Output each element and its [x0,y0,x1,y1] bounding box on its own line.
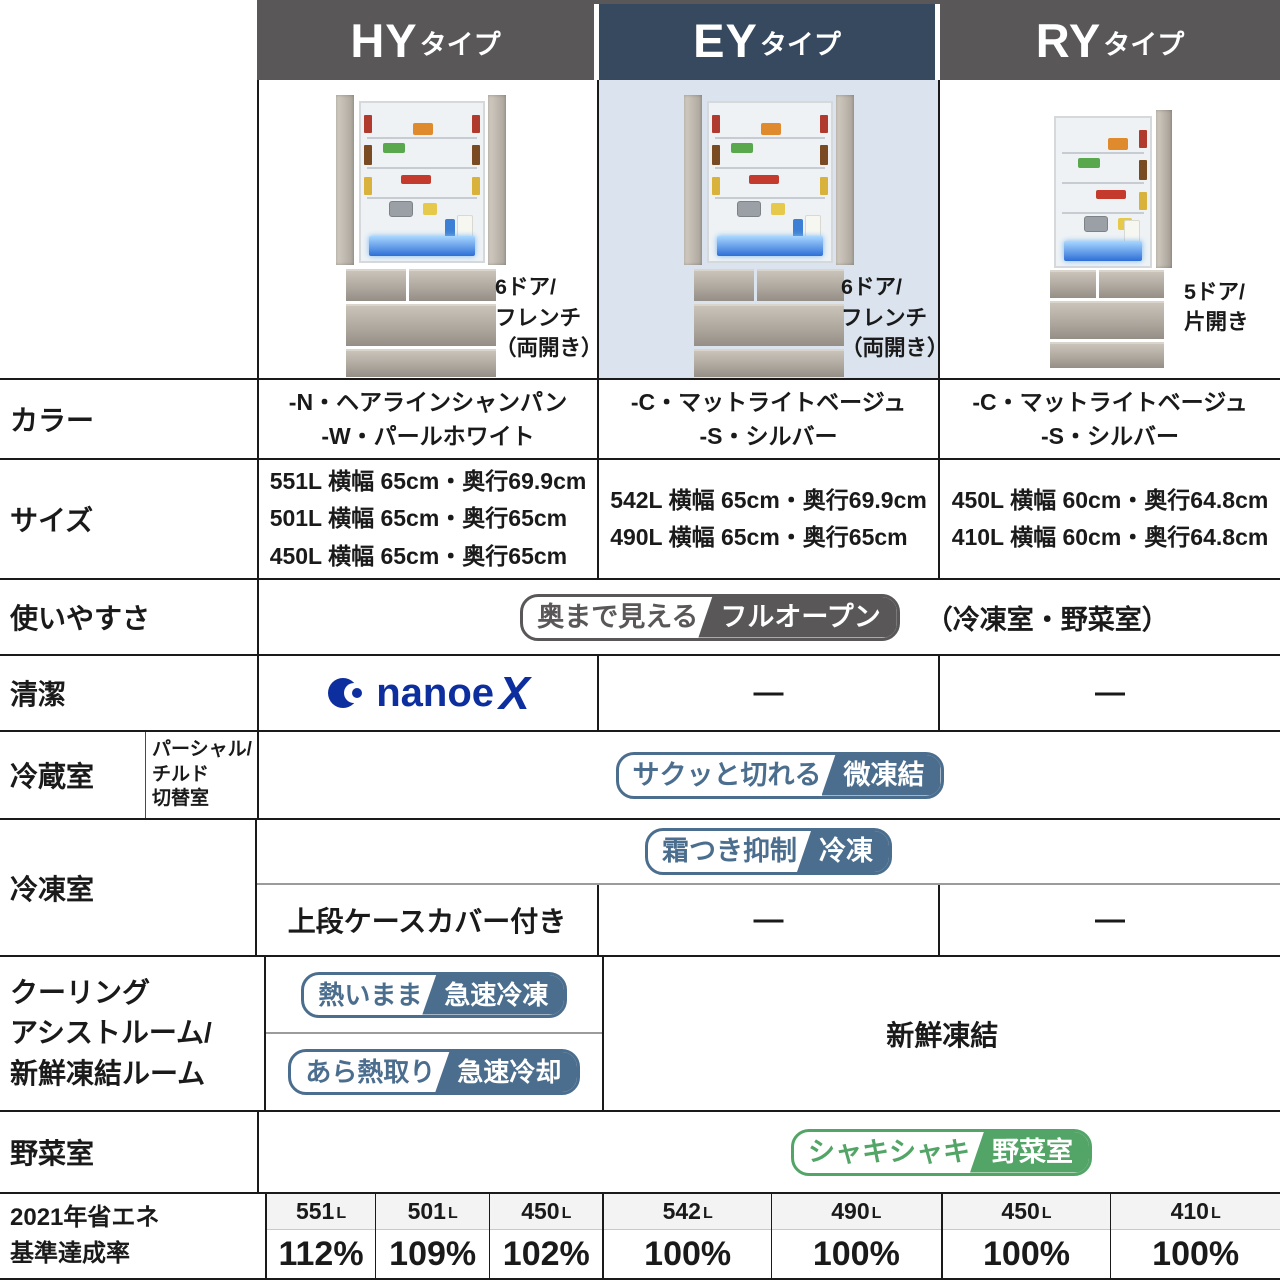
fridge-drawers [694,269,844,380]
fridge-led-glow [717,236,823,256]
color-row: カラー -N・ヘアラインシャンパン -W・パールホワイト -C・マットライトベー… [0,378,1280,458]
full-open-badge: 奥まで見える フルオープン [520,593,900,641]
ey-ry-cooling-merged-cell: 新鮮凍結 [602,957,1280,1110]
freezer-content: 霜つき抑制 冷凍 上段ケースカバー付き — — [255,820,1280,955]
fridge-drawers [346,269,496,380]
hy-cooling-subcell-2: あら熱取り 急速冷却 [266,1032,603,1110]
fridge-drawers [1050,270,1164,371]
ry-product-cell: 5ドア/ 片開き [938,80,1280,378]
fridge-right-door [836,95,854,265]
table-header-row: HY タイプ EY タイプ RY タイプ [0,0,1280,80]
ey-clean-cell: — [597,656,938,730]
ry-freezer-cell: — [938,885,1280,955]
ey-type-suffix: タイプ [759,29,841,60]
ey-door-caption: 6ドア/ フレンチ （両開き） [841,275,949,361]
ey-freezer-cell: — [597,885,938,955]
nanoe-logo-icon [328,678,365,708]
veg-content-cell: シャキシャキ 野菜室 [257,1112,1280,1192]
freezer-badge-subrow: 霜つき抑制 冷凍 [257,820,1280,883]
fridge-room-content-cell: サクッと切れる 微凍結 [257,732,1280,818]
freezer-row-label: 冷凍室 [10,873,95,905]
fridge-led-glow [1064,241,1142,261]
ey-product-cell: 6ドア/ フレンチ （両開き） [597,80,949,378]
hy-fridge-image [331,93,511,377]
fridge-left-door [336,95,354,265]
fridge-room-sublabel: パーシャル/ チルド 切替室 [145,732,257,818]
quick-cool-badge: あら熱取り 急速冷却 [288,1049,581,1095]
header-spacer [0,0,257,80]
fridge-right-door [1156,110,1172,268]
energy-cell-450-ry: 450 L 100% [940,1194,1111,1278]
ey-type-name: EY [693,13,758,67]
fridge-left-door [684,95,702,265]
clean-row-label: 清潔 [10,679,67,710]
hy-size-cell: 551L 横幅 65cm・奥行69.9cm 501L 横幅 65cm・奥行65c… [257,460,597,578]
energy-cell-450-hy: 450 L 102% [489,1194,603,1278]
ry-type-suffix: タイプ [1103,29,1185,60]
cooling-row-label: クーリング アシストルーム/ 新鮮凍結ルーム [10,976,212,1089]
usability-note: （冷凍室・野菜室） [925,604,1169,635]
ey-color-cell: -C・マットライトベージュ -S・シルバー [597,380,938,458]
hy-cooling-subcell-1: 熱いまま 急速冷凍 [266,957,602,1032]
micro-freezing-badge: サクッと切れる 微凍結 [615,751,944,799]
usability-row-label: 使いやすさ [10,603,151,634]
size-row-label: サイズ [10,505,94,536]
usability-content-cell: 奥まで見える フルオープン （冷凍室・野菜室） [257,580,1280,654]
ry-color-cell: -C・マットライトベージュ -S・シルバー [938,380,1280,458]
ey-fridge-image [679,93,859,377]
hy-cooling-cell: 熱いまま 急速冷凍 あら熱取り 急速冷却 [264,957,603,1110]
fridge-room-label: 冷蔵室 [10,761,95,792]
frost-control-badge: 霜つき抑制 冷凍 [645,828,892,876]
fridge-interior [1054,116,1152,268]
hy-door-caption: 6ドア/ フレンチ （両開き） [495,275,603,361]
ry-door-caption: 5ドア/ 片開き [1184,279,1249,335]
clean-row: 清潔 nanoe X — — [0,654,1280,730]
usability-row: 使いやすさ 奥まで見える フルオープン （冷凍室・野菜室） [0,578,1280,654]
image-row-label-spacer [0,80,257,378]
fridge-interior [359,101,485,263]
energy-cell-551: 551 L 112% [264,1194,376,1278]
cooling-row: クーリング アシストルーム/ 新鮮凍結ルーム 熱いまま 急速冷凍 あら熱取り 急速冷… [0,955,1280,1110]
column-header-hy: HY タイプ [257,0,594,80]
energy-cell-490: 490 L 100% [771,1194,941,1278]
ey-size-cell: 542L 横幅 65cm・奥行69.9cm 490L 横幅 65cm・奥行65c… [597,460,938,578]
header-gap [594,0,599,80]
energy-cell-410: 410 L 100% [1110,1194,1280,1278]
product-image-row: 6ドア/ フレンチ （両開き） [0,80,1280,378]
hy-type-name: HY [350,13,418,67]
header-gap [935,0,940,80]
hy-color-cell: -N・ヘアラインシャンパン -W・パールホワイト [257,380,597,458]
nanoe-x-logo: nanoe X [326,666,530,720]
column-header-ry: RY タイプ [940,0,1280,80]
quick-freeze-badge: 熱いまま 急速冷凍 [301,971,568,1018]
top-border [257,0,1280,4]
hy-type-suffix: タイプ [419,29,501,60]
fridge-room-row: 冷蔵室 パーシャル/ チルド 切替室 サクッと切れる 微凍結 [0,730,1280,818]
fridge-right-door [488,95,506,265]
color-row-label: カラー [10,405,95,436]
ry-size-cell: 450L 横幅 60cm・奥行64.8cm 410L 横幅 60cm・奥行64.… [938,460,1280,578]
hy-freezer-cell: 上段ケースカバー付き [287,906,567,938]
energy-row: 2021年省エネ 基準達成率 551 L 112% 501 L 109% 450 L … [0,1192,1280,1280]
fridge-interior [707,101,833,263]
ry-type-name: RY [1035,13,1102,67]
ry-clean-cell: — [938,656,1280,730]
column-header-ey: EY タイプ [599,0,935,80]
freezer-row: 冷凍室 霜つき抑制 冷凍 上段ケースカバー付き — — [0,818,1280,955]
size-row: サイズ 551L 横幅 65cm・奥行69.9cm 501L 横幅 65cm・奥… [0,458,1280,578]
freezer-case-subrow: 上段ケースカバー付き — — [257,883,1280,955]
veg-row: 野菜室 シャキシャキ 野菜室 [0,1110,1280,1192]
ry-fridge-image [1044,110,1174,368]
energy-cell-542: 542 L 100% [602,1194,771,1278]
crisp-veg-badge: シャキシャキ 野菜室 [791,1128,1092,1176]
energy-cell-501: 501 L 109% [375,1194,490,1278]
energy-row-label: 2021年省エネ 基準達成率 [10,1204,160,1267]
fridge-led-glow [369,236,475,256]
hy-product-cell: 6ドア/ フレンチ （両開き） [257,80,603,378]
veg-row-label: 野菜室 [10,1138,95,1169]
hy-clean-cell: nanoe X [257,656,597,730]
